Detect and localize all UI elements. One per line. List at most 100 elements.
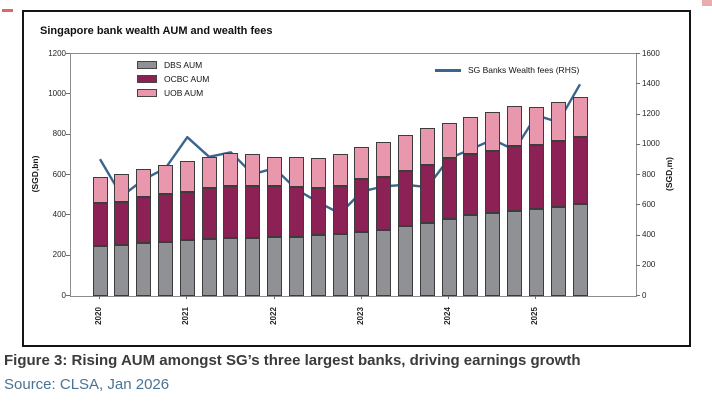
x-axis-tickmark — [360, 296, 362, 299]
bar-segment-ocbc — [550, 140, 566, 207]
bar-segment-uob — [136, 169, 152, 198]
bar-segment-dbs — [463, 215, 479, 296]
right-axis-tick-label: 1000 — [642, 139, 660, 149]
bar-segment-uob — [223, 152, 239, 187]
bar-segment-uob — [267, 157, 283, 187]
left-axis-tick-label: 800 — [52, 129, 66, 139]
x-axis-tick-label: 2023 — [355, 307, 365, 325]
legend-label-fees: SG Banks Wealth fees (RHS) — [468, 65, 580, 75]
left-axis-tickmark — [66, 254, 70, 256]
bar-segment-uob — [376, 141, 392, 178]
left-axis-tickmark — [66, 295, 70, 296]
bar-segment-ocbc — [397, 170, 413, 226]
x-axis-tick-label: 2021 — [181, 307, 191, 325]
x-axis-tick-label: 2022 — [268, 307, 278, 325]
right-axis-tick-label: 1400 — [642, 78, 660, 88]
bar-segment-ocbc — [288, 187, 304, 237]
bar-segment-uob — [397, 134, 413, 171]
bar-segment-uob — [572, 96, 588, 137]
legend-item-dbs: DBS AUM — [137, 60, 209, 70]
bar-segment-uob — [419, 127, 435, 165]
bar-segment-dbs — [223, 238, 239, 296]
bar-segment-dbs — [397, 225, 413, 296]
bar-segment-dbs — [354, 232, 370, 296]
left-axis-tick-label: 600 — [52, 169, 66, 179]
x-axis-tickmark — [535, 296, 537, 299]
bar-segment-dbs — [310, 234, 326, 296]
legend-label-uob: UOB AUM — [164, 88, 204, 98]
x-axis-tickmark — [99, 296, 100, 299]
bar-segment-ocbc — [528, 144, 544, 209]
bar-segment-uob — [528, 106, 544, 145]
bar-segment-dbs — [441, 219, 457, 296]
figure-source: Source: CLSA, Jan 2026 — [4, 376, 170, 393]
line-sample-icon — [435, 68, 461, 72]
bar-segment-uob — [288, 156, 304, 188]
uob-swatch-icon — [137, 89, 157, 97]
chart-title: Singapore bank wealth AUM and wealth fee… — [40, 25, 273, 37]
bar-segment-dbs — [245, 237, 261, 296]
bar-segment-ocbc — [419, 164, 435, 223]
bar-segment-uob — [550, 102, 566, 141]
right-axis-tickmark — [636, 204, 640, 206]
bar-segment-dbs — [157, 241, 173, 296]
left-axis-tickmark — [66, 174, 70, 175]
right-axis-tick-label: 1600 — [642, 48, 660, 58]
right-axis-tick-label: 400 — [642, 230, 656, 239]
legend-line-series: SG Banks Wealth fees (RHS) — [435, 64, 579, 76]
bar-segment-ocbc — [92, 203, 108, 246]
ocbc-swatch-icon — [137, 75, 157, 83]
right-axis-tickmark — [636, 53, 640, 54]
bar-segment-dbs — [485, 213, 501, 296]
right-axis-tickmark — [636, 234, 640, 236]
bar-segment-uob — [179, 160, 195, 192]
left-axis-tick-label: 1000 — [48, 88, 66, 98]
bar-segment-ocbc — [223, 186, 239, 239]
bar-segment-dbs — [528, 208, 544, 296]
bar-segment-ocbc — [441, 158, 457, 220]
x-axis-tick-label: 2024 — [443, 307, 453, 325]
bar-segment-uob — [310, 157, 326, 189]
x-axis-tickmark — [273, 296, 275, 299]
bar-segment-ocbc — [267, 186, 283, 237]
bar-segment-uob — [201, 157, 217, 189]
plot-area: DBS AUM OCBC AUM UOB AUM SG Banks Wealth… — [70, 53, 637, 297]
legend-label-ocbc: OCBC AUM — [164, 74, 210, 84]
bar-segment-ocbc — [376, 177, 392, 231]
bar-segment-dbs — [288, 236, 304, 296]
bar-segment-ocbc — [332, 186, 348, 234]
bar-segment-ocbc — [201, 188, 217, 239]
right-axis-tick-label: 200 — [642, 260, 656, 270]
red-corner-mark-left — [2, 9, 13, 12]
legend-label-dbs: DBS AUM — [164, 60, 203, 70]
bar-segment-dbs — [92, 245, 108, 296]
bar-segment-dbs — [572, 204, 588, 296]
bar-segment-dbs — [550, 206, 566, 296]
bar-segment-dbs — [376, 230, 392, 296]
right-axis-tickmark — [636, 113, 640, 115]
bar-segment-dbs — [419, 223, 435, 296]
bar-segment-uob — [157, 165, 173, 194]
bar-segment-dbs — [136, 242, 152, 296]
bar-segment-uob — [507, 106, 523, 146]
red-corner-mark-right — [702, 0, 712, 6]
left-axis-tick-label: 400 — [52, 209, 66, 219]
bar-segment-uob — [463, 116, 479, 154]
bar-segment-dbs — [332, 233, 348, 296]
left-axis-tickmark — [66, 133, 70, 135]
legend-item-ocbc: OCBC AUM — [137, 74, 209, 84]
bar-segment-uob — [92, 177, 108, 204]
right-axis-tickmark — [636, 143, 640, 145]
right-axis-tick-label: 600 — [642, 199, 656, 209]
dbs-swatch-icon — [137, 61, 157, 69]
bar-segment-ocbc — [485, 151, 501, 214]
x-axis-tickmark — [186, 296, 188, 299]
bar-segment-ocbc — [310, 188, 326, 235]
left-axis-tick-label: 1200 — [48, 48, 66, 58]
right-axis-tickmark — [636, 264, 640, 266]
bar-segment-uob — [114, 174, 130, 202]
right-axis-tick-label: 0 — [642, 290, 647, 300]
left-axis-tick-label: 200 — [52, 250, 66, 260]
bar-segment-ocbc — [354, 179, 370, 233]
